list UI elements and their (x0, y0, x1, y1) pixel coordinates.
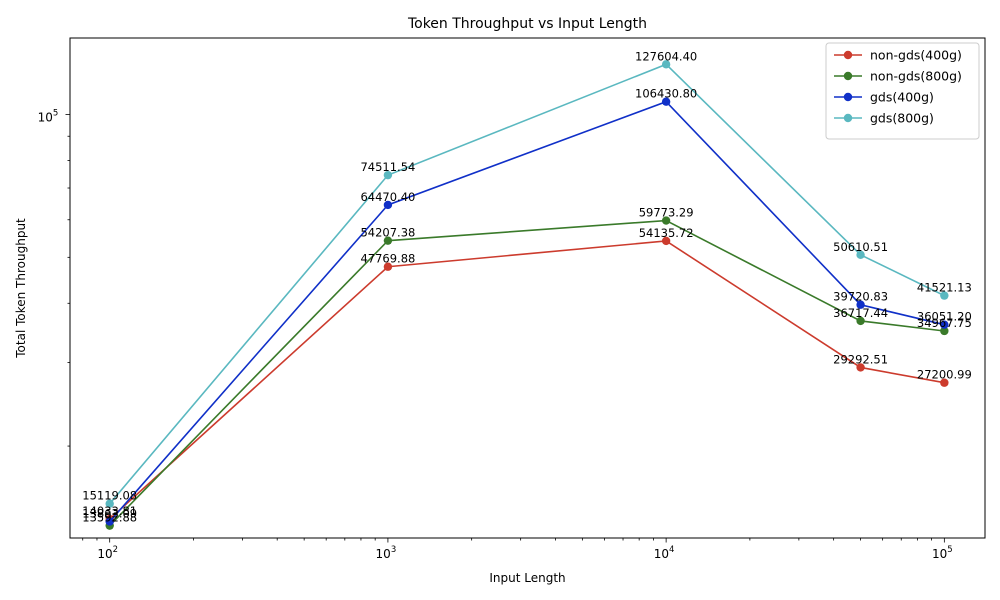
legend-item: gds(400g) (834, 90, 934, 105)
data-point (105, 499, 114, 508)
y-axis: 105 (38, 109, 70, 447)
data-point (105, 517, 114, 526)
series-line (109, 100, 945, 523)
data-point (940, 320, 949, 329)
x-tick-exponent: 2 (113, 545, 118, 555)
y-tick-label: 105 (38, 109, 59, 125)
legend-label: gds(400g) (870, 90, 934, 105)
data-label: 127604.40 (635, 49, 697, 63)
data-point (856, 300, 865, 309)
data-label: 64470.40 (360, 190, 415, 204)
data-point (940, 326, 949, 336)
data-labels: 14033.81 47769.88 54135.72 29292.51 27200.99… (82, 49, 972, 524)
data-point (383, 200, 393, 210)
data-label: 50610.51 (833, 240, 888, 254)
data-label: 27200.99 (917, 368, 972, 382)
data-label: 13592.88 (82, 511, 137, 525)
legend-label: non-gds(800g) (870, 69, 962, 84)
legend-label: gds(800g) (870, 111, 934, 126)
data-label: 106430.80 (635, 87, 697, 101)
x-axis: 102 103 104 105 (82, 538, 953, 561)
x-tick-base: 10 (376, 547, 391, 561)
y-tick-exponent: 5 (53, 109, 58, 119)
x-tick-label: 105 (932, 545, 953, 561)
series-non-gds(400g) (105, 236, 949, 524)
legend-swatch-marker (843, 71, 853, 81)
data-point (940, 378, 949, 387)
x-tick-exponent: 4 (669, 545, 674, 555)
series-line (109, 63, 945, 505)
data-point (661, 97, 671, 106)
x-tick-exponent: 5 (947, 545, 952, 555)
legend-swatch-marker (843, 92, 853, 102)
data-point (661, 60, 671, 69)
legend-label: non-gds(400g) (870, 48, 962, 63)
x-tick-base: 10 (654, 547, 669, 561)
chart-title: Token Throughput vs Input Length (407, 16, 647, 32)
data-label: 14033.81 (82, 504, 137, 518)
legend-box (825, 42, 980, 140)
x-tick-base: 10 (97, 547, 112, 561)
data-label: 34967.75 (917, 316, 972, 330)
plot-area (69, 37, 986, 539)
y-axis-title: Total Token Throughput (14, 218, 28, 359)
series-line (109, 219, 945, 527)
x-tick-base: 10 (932, 547, 947, 561)
legend-item: non-gds(800g) (834, 69, 962, 84)
y-tick-base: 10 (38, 111, 53, 125)
data-label: 59773.29 (639, 206, 694, 220)
data-label: 36717.44 (833, 306, 888, 320)
data-point (940, 291, 949, 300)
data-point (661, 216, 671, 225)
x-tick-exponent: 3 (391, 545, 396, 555)
data-label: 39720.83 (833, 290, 888, 304)
data-label: 29292.51 (833, 352, 888, 366)
x-tick-label: 104 (654, 545, 675, 561)
data-point (661, 236, 671, 246)
series-gds(400g) (105, 97, 949, 526)
data-point (383, 170, 393, 180)
data-label: 47769.88 (360, 252, 415, 266)
data-point (856, 250, 865, 260)
series-gds(800g) (105, 60, 949, 508)
data-label: 54207.38 (360, 226, 415, 240)
data-label: 41521.13 (917, 281, 972, 295)
x-axis-title: Input Length (489, 571, 565, 585)
legend-swatch-marker (843, 113, 853, 123)
data-point (856, 316, 865, 326)
series-layer (105, 60, 949, 530)
plot-frame (69, 37, 986, 539)
legend-item: non-gds(400g) (834, 48, 962, 63)
data-label: 54135.72 (639, 226, 694, 240)
x-tick-label: 103 (376, 545, 397, 561)
data-label: 13863.09 (82, 507, 137, 521)
data-label: 74511.54 (360, 160, 415, 174)
series-non-gds(800g) (105, 216, 949, 530)
data-label: 15119.08 (82, 489, 137, 503)
data-label: 36051.20 (917, 310, 972, 324)
data-point (856, 363, 865, 372)
legend-item: gds(800g) (834, 111, 934, 126)
data-point (383, 236, 393, 245)
legend: non-gds(400g) non-gds(800g) gds(400g) gds(8… (825, 42, 980, 140)
x-tick-label: 102 (97, 545, 118, 561)
data-point (383, 262, 393, 271)
legend-swatch-marker (843, 50, 853, 60)
